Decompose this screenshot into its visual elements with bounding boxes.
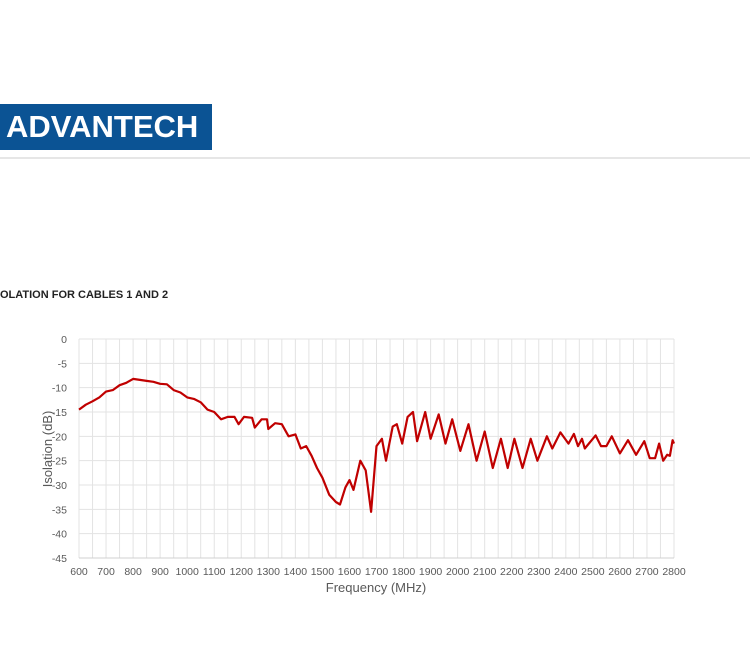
y-tick-label: -5 bbox=[58, 358, 67, 370]
y-tick-label: -20 bbox=[52, 431, 67, 443]
y-tick-label: -45 bbox=[52, 553, 67, 565]
x-tick-label: 2100 bbox=[473, 566, 497, 578]
x-tick-label: 2800 bbox=[662, 566, 686, 578]
y-tick-label: -30 bbox=[52, 480, 67, 492]
header-divider bbox=[0, 157, 750, 159]
x-tick-label: 1500 bbox=[311, 566, 335, 578]
x-tick-label: 1200 bbox=[230, 566, 254, 578]
y-tick-label: -35 bbox=[52, 504, 67, 516]
y-tick-label: 0 bbox=[61, 334, 67, 346]
advantech-logo: ADVANTECH bbox=[0, 104, 212, 150]
x-tick-label: 1800 bbox=[392, 566, 416, 578]
x-tick-label: 1000 bbox=[176, 566, 200, 578]
y-tick-label: -15 bbox=[52, 407, 67, 419]
x-tick-label: 800 bbox=[124, 566, 142, 578]
chart-title: OLATION FOR CABLES 1 AND 2 bbox=[0, 289, 169, 301]
x-tick-label: 900 bbox=[151, 566, 169, 578]
x-tick-label: 1900 bbox=[419, 566, 443, 578]
y-tick-label: -40 bbox=[52, 529, 67, 541]
x-tick-label: 1600 bbox=[338, 566, 362, 578]
x-tick-label: 1100 bbox=[203, 566, 226, 578]
x-tick-label: 1700 bbox=[365, 566, 389, 578]
x-tick-label: 600 bbox=[70, 566, 88, 578]
x-tick-label: 2300 bbox=[527, 566, 551, 578]
x-axis-label: Frequency (MHz) bbox=[326, 580, 426, 595]
x-tick-label: 2600 bbox=[608, 566, 632, 578]
x-tick-label: 2500 bbox=[581, 566, 605, 578]
x-tick-label: 700 bbox=[97, 566, 115, 578]
y-axis-label: Isolation (dB) bbox=[40, 411, 55, 488]
isolation-series-line bbox=[78, 377, 676, 513]
y-tick-label: -10 bbox=[52, 383, 67, 395]
y-tick-label: -25 bbox=[52, 456, 67, 468]
x-tick-label: 2700 bbox=[635, 566, 659, 578]
x-tick-label: 2400 bbox=[554, 566, 578, 578]
x-tick-label: 1300 bbox=[257, 566, 281, 578]
isolation-chart: 0 -5 -10 -15 -20 -25 -30 -35 -40 -45 600 700 800 900… bbox=[40, 334, 686, 595]
x-tick-label: 2000 bbox=[446, 566, 470, 578]
x-tick-label: 1400 bbox=[284, 566, 308, 578]
x-tick-label: 2200 bbox=[500, 566, 524, 578]
